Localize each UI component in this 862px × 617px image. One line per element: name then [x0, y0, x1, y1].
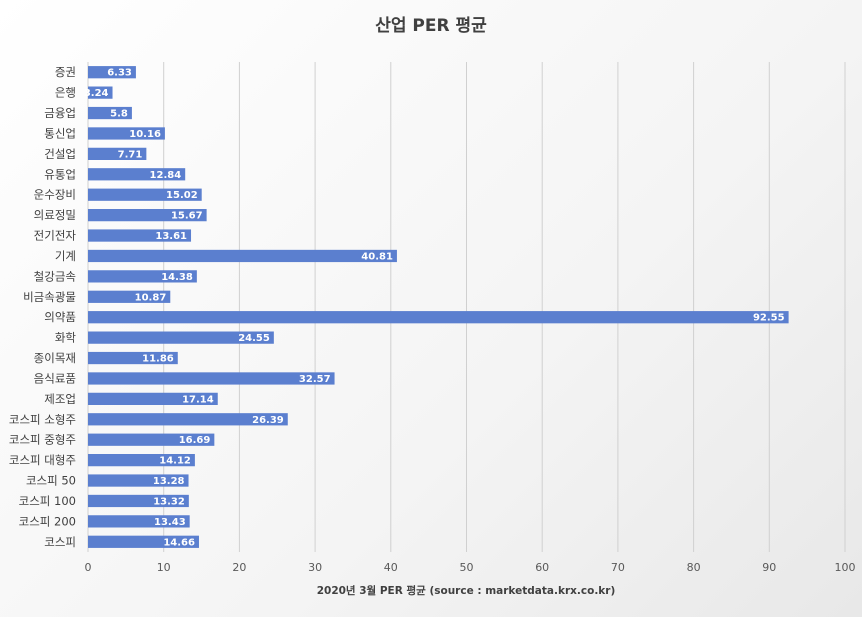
- data-label: 13.43: [154, 517, 186, 528]
- data-label: 16.69: [179, 435, 211, 446]
- category-label: 금융업: [44, 106, 76, 120]
- bar: [88, 106, 132, 120]
- category-label: 코스피 100: [19, 494, 76, 508]
- bar: [88, 249, 397, 263]
- data-label: 17.14: [182, 394, 214, 405]
- bar: [88, 413, 288, 426]
- x-tick-label: 40: [384, 561, 398, 574]
- data-label: 40.81: [361, 251, 393, 262]
- category-label: 증권: [55, 65, 76, 79]
- data-label: 24.55: [238, 333, 270, 344]
- category-label: 제조업: [44, 392, 76, 406]
- gridlines: [87, 62, 846, 552]
- bar: [88, 168, 186, 181]
- data-label: 3.24: [84, 88, 109, 99]
- data-label: 6.33: [107, 68, 132, 79]
- category-label: 철강금속: [34, 269, 76, 283]
- category-label: 비금속광물: [23, 290, 76, 304]
- category-label: 운수장비: [34, 188, 76, 202]
- bar: [88, 454, 195, 467]
- data-label: 13.28: [153, 476, 185, 487]
- category-label: 코스피 대형주: [9, 453, 76, 467]
- category-label: 코스피 50: [26, 474, 76, 488]
- bar: [88, 188, 202, 201]
- bar: [88, 209, 207, 222]
- data-label: 14.12: [159, 456, 191, 467]
- bar: [88, 535, 199, 548]
- data-label: 14.38: [161, 272, 193, 283]
- category-label: 코스피 200: [19, 514, 76, 528]
- category-label: 건설업: [44, 147, 76, 161]
- data-label: 92.55: [753, 313, 785, 324]
- category-label: 의료정밀: [34, 208, 76, 222]
- bar: [88, 290, 171, 303]
- category-label: 음식료품: [34, 371, 76, 385]
- bar: [88, 474, 189, 487]
- category-label: 종이목재: [34, 351, 76, 365]
- category-label: 코스피 소형주: [9, 412, 76, 426]
- data-label: 32.57: [299, 374, 331, 385]
- category-label: 의약품: [44, 310, 76, 324]
- category-labels: 증권은행금융업통신업건설업유통업운수장비의료정밀전기전자기계철강금속비금속광물의…: [9, 65, 77, 549]
- bar: [88, 372, 335, 385]
- data-label: 10.87: [135, 292, 167, 303]
- data-label: 13.32: [153, 496, 185, 507]
- category-label: 전기전자: [34, 229, 77, 243]
- x-tick-label: 20: [232, 561, 246, 574]
- bar: [88, 515, 190, 528]
- x-tick-label: 80: [687, 561, 701, 574]
- bars: 6.33 3.245.810.16 7.71 12.84 15.02 15.67 13.61…: [84, 66, 789, 548]
- data-label: 15.67: [171, 211, 203, 222]
- category-label: 유통업: [44, 167, 76, 181]
- x-tick-label: 0: [85, 561, 92, 574]
- x-tick-label: 10: [157, 561, 171, 574]
- x-axis-label: 2020년 3월 PER 평균 (source : marketdata.krx…: [317, 584, 616, 597]
- data-label: 5.8: [110, 109, 128, 120]
- x-tick-label: 30: [308, 561, 322, 574]
- bar: [88, 351, 178, 365]
- bar: [88, 86, 113, 99]
- x-tick-label: 100: [835, 561, 856, 574]
- category-label: 기계: [55, 249, 76, 263]
- bar: [88, 270, 197, 283]
- category-label: 은행: [55, 86, 76, 100]
- bar: [88, 433, 215, 446]
- x-tick-label: 60: [535, 561, 549, 574]
- bar: [88, 392, 218, 405]
- category-label: 통신업: [44, 126, 76, 140]
- data-label: 12.84: [150, 170, 182, 181]
- data-label: 13.61: [155, 231, 187, 242]
- data-label: 10.16: [129, 129, 161, 140]
- x-tick-label: 70: [611, 561, 625, 574]
- data-label: 7.71: [118, 149, 143, 160]
- x-tick-labels: 0 10 20 30 40 50 60 70 80 90 100: [85, 561, 856, 574]
- bar: [88, 494, 189, 508]
- x-tick-label: 50: [460, 561, 474, 574]
- bar: [88, 331, 274, 344]
- data-label: 14.66: [163, 537, 195, 548]
- data-label: 26.39: [252, 415, 284, 426]
- bar: [88, 127, 165, 140]
- x-tick-label: 90: [762, 561, 776, 574]
- bar: [88, 229, 192, 242]
- data-label: 15.02: [166, 190, 198, 201]
- bar: [88, 66, 136, 79]
- chart-title: 산업 PER 평균: [375, 16, 487, 36]
- category-label: 코스피: [44, 535, 76, 549]
- category-label: 코스피 중형주: [9, 433, 76, 447]
- data-label: 11.86: [142, 354, 174, 365]
- bar: [88, 311, 789, 324]
- bar: [88, 147, 147, 160]
- category-label: 화학: [55, 331, 77, 345]
